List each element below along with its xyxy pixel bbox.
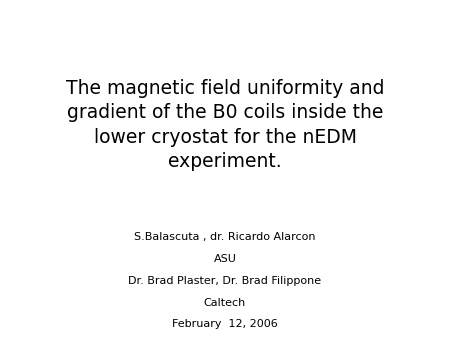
Text: ASU: ASU (214, 254, 236, 264)
Text: S.Balascuta , dr. Ricardo Alarcon: S.Balascuta , dr. Ricardo Alarcon (134, 232, 316, 242)
Text: Dr. Brad Plaster, Dr. Brad Filippone: Dr. Brad Plaster, Dr. Brad Filippone (128, 275, 322, 286)
Text: Caltech: Caltech (204, 297, 246, 308)
Text: The magnetic field uniformity and
gradient of the B0 coils inside the
lower cryo: The magnetic field uniformity and gradie… (66, 79, 384, 171)
Text: February  12, 2006: February 12, 2006 (172, 319, 278, 330)
